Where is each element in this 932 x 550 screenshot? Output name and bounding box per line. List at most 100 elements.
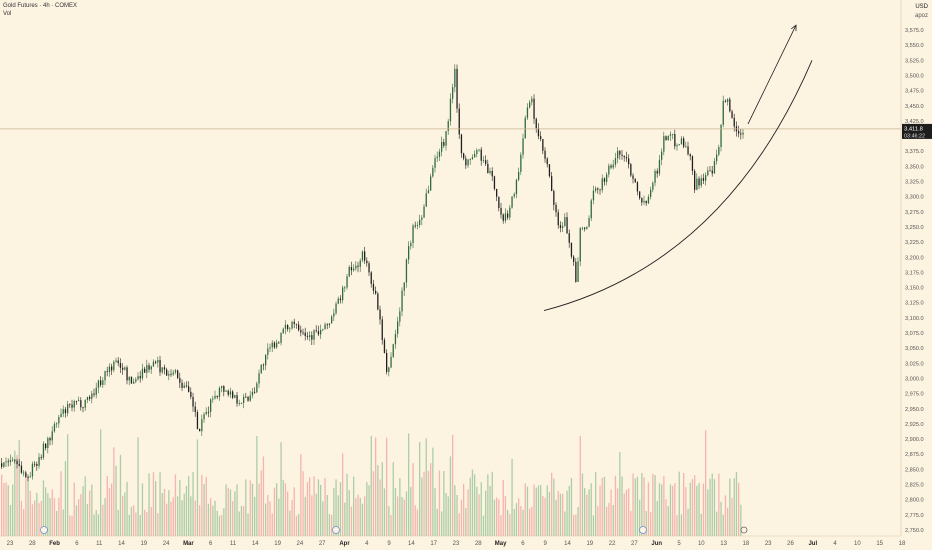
candle-body [606,174,608,182]
volume-bar [309,477,311,536]
volume-bar [192,472,194,536]
candle-body [403,282,405,291]
candle-body [232,391,234,398]
volume-bar [313,476,315,536]
volume-bar [383,488,386,536]
volume-bar [513,508,515,536]
candle-body [581,227,584,229]
volume-bar [412,463,414,536]
volume-bar [139,514,141,536]
time-axis[interactable]: 23 28 Feb 6 11 14 19 24 Mar 6 11 14 19 24 27 Apr 4 9 14 17 2… [0,535,906,547]
candle-series[interactable] [1,64,744,482]
volume-bar [355,498,357,536]
candle-body [95,387,97,395]
candle-body [570,242,573,257]
candle-body [62,409,64,414]
volume-bar [223,508,225,536]
price-tick-label: 2,875.0 [905,452,924,458]
volume-bar [284,483,287,536]
volume-bar [201,474,203,536]
volume-bar [38,503,40,536]
candle-body [498,196,500,208]
candle-body [75,401,78,402]
price-axis[interactable]: 2,750.0 2,775.0 2,800.0 2,825.0 2,850.0 2,875… [900,0,924,536]
candle-body [291,321,293,329]
event-marker[interactable] [332,526,340,534]
volume-bar [386,437,388,536]
price-tick-label: 3,575.0 [905,28,924,34]
candle-body [432,167,434,177]
event-marker[interactable] [40,526,48,534]
candle-body [42,443,45,458]
candle-body [595,188,597,191]
candle-body [137,376,139,380]
candle-body [313,330,315,340]
candle-body [502,214,504,221]
volume-bar [78,499,80,536]
volume-bar [225,484,227,536]
volume-bar [181,500,183,536]
volume-bar [95,510,97,536]
price-tick-label: 3,275.0 [905,210,924,216]
volume-bar [273,487,276,536]
candle-body [40,457,42,458]
candle-body [12,459,14,461]
candle-body [372,283,375,291]
volume-bar [696,485,698,536]
candle-body [60,413,62,418]
volume-bar [82,486,84,536]
candle-body [302,332,304,334]
price-tick-label: 2,900.0 [905,437,924,443]
candle-body [315,330,317,332]
candle-body [456,68,458,109]
volume-bar [29,490,31,536]
trend-arrow-line[interactable] [747,24,797,125]
volume-bar [23,509,25,536]
candle-body [632,175,634,179]
symbol-title[interactable]: Gold Futures · 4h · COMEX [3,3,78,9]
currency-code[interactable]: USD [915,4,928,10]
candle-body [115,360,117,362]
volume-bar [634,478,636,536]
volume-bar [452,434,454,536]
volume-bar [100,429,102,536]
candle-body [683,138,685,147]
candle-body [500,208,502,215]
time-tick-label: 28 [29,541,36,547]
volume-bar [471,469,474,536]
volume-bar [430,463,432,536]
candle-body [667,135,669,141]
volume-legend[interactable]: Vol [3,11,12,17]
volume-bar [91,484,93,536]
volume-bar [254,496,256,536]
candle-body [379,309,381,320]
volume-bar [20,500,23,536]
volume-bar [135,512,137,536]
time-tick-label: 19 [274,541,281,547]
currency-button[interactable]: apoz [914,13,928,19]
candle-body [496,188,498,197]
volume-bar [133,505,135,536]
volume-bar [161,493,163,536]
time-tick-label: 27 [319,541,326,547]
candle-body [311,335,313,340]
price-tick-label: 3,250.0 [905,225,924,231]
alert-marker[interactable] [740,526,748,534]
volume-bar [392,462,394,536]
candle-body [71,404,73,408]
candle-body [478,149,480,151]
time-tick-label: 4 [833,541,837,547]
candle-body [641,198,643,203]
event-marker[interactable] [639,526,647,534]
candle-body [630,164,632,176]
candle-body [249,395,251,401]
volume-bar [130,506,133,536]
support-curve[interactable] [543,60,813,312]
volume-bar [3,483,5,536]
volume-bar [245,479,247,536]
volume-bar [603,476,606,536]
current-price-marker[interactable]: 3,411.803:46:22 [902,123,932,140]
candle-body [278,342,280,344]
candle-body [276,342,278,348]
